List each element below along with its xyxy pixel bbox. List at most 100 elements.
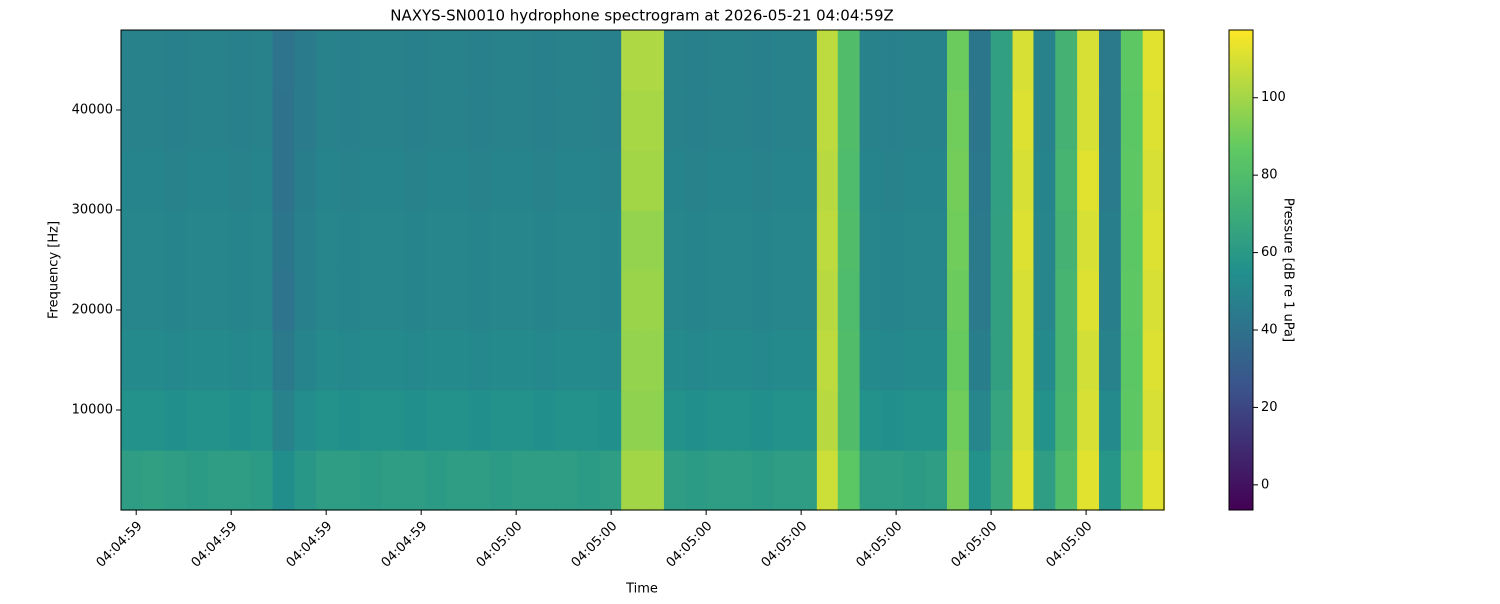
heatmap-cell xyxy=(316,270,339,331)
heatmap-cell xyxy=(1142,450,1166,511)
heatmap-cell xyxy=(207,270,231,331)
colorbar-tick-label: 60 xyxy=(1261,245,1278,260)
heatmap-cell xyxy=(381,270,405,331)
heatmap-cell xyxy=(511,150,535,211)
x-tick-label: 04:04:59 xyxy=(284,519,336,571)
heatmap-cell xyxy=(859,150,882,211)
heatmap-cell xyxy=(773,210,796,271)
heatmap-cell xyxy=(903,330,926,391)
heatmap-cell xyxy=(316,30,339,91)
heatmap-cell xyxy=(403,30,426,91)
heatmap-cell xyxy=(164,30,187,91)
heatmap-cell xyxy=(859,450,882,511)
heatmap-cell xyxy=(1098,30,1122,91)
heatmap-cell xyxy=(968,330,992,391)
heatmap-cell xyxy=(621,270,644,331)
heatmap-cell xyxy=(795,450,818,511)
colorbar-tick-label: 20 xyxy=(1261,400,1278,415)
heatmap-cell xyxy=(947,450,970,511)
heatmap-cell xyxy=(685,30,709,91)
heatmap-cell xyxy=(925,210,948,271)
heatmap-cell xyxy=(1142,330,1166,391)
heatmap-cell xyxy=(338,390,361,451)
heatmap-cell xyxy=(1120,450,1144,511)
heatmap-cell xyxy=(729,450,752,511)
heatmap-cell xyxy=(773,270,796,331)
heatmap-cell xyxy=(142,330,165,391)
heatmap-cell xyxy=(1120,150,1144,211)
heatmap-cell xyxy=(511,270,535,331)
heatmap-cell xyxy=(795,90,818,151)
heatmap-cell xyxy=(425,270,448,331)
heatmap-cell xyxy=(533,390,557,451)
heatmap-cell xyxy=(707,390,730,451)
heatmap-cell xyxy=(859,270,882,331)
heatmap-cell xyxy=(903,270,926,331)
heatmap-cell xyxy=(1142,390,1166,451)
heatmap-cell xyxy=(272,330,295,391)
heatmap-cell xyxy=(621,450,644,511)
heatmap-cell xyxy=(338,90,361,151)
heatmap-cell xyxy=(685,150,709,211)
heatmap-cell xyxy=(1033,150,1056,211)
heatmap-cell xyxy=(207,450,231,511)
heatmap-cell xyxy=(773,150,796,211)
heatmap-cell xyxy=(881,330,904,391)
heatmap-cell xyxy=(316,150,339,211)
heatmap-cell xyxy=(947,150,970,211)
heatmap-cell xyxy=(881,30,904,91)
heatmap-cell xyxy=(795,30,818,91)
heatmap-cell xyxy=(164,210,187,271)
heatmap-cell xyxy=(1012,390,1035,451)
heatmap-cell xyxy=(751,330,774,391)
heatmap-cell xyxy=(1033,210,1056,271)
heatmap-cell xyxy=(642,150,665,211)
heatmap-cell xyxy=(599,150,622,211)
heatmap-cell xyxy=(359,90,383,151)
heatmap-cell xyxy=(468,390,491,451)
heatmap-cell xyxy=(925,90,948,151)
heatmap-cell xyxy=(359,390,383,451)
heatmap-cell xyxy=(859,330,882,391)
heatmap-cell xyxy=(707,330,730,391)
heatmap-cell xyxy=(468,270,491,331)
heatmap-cell xyxy=(533,30,557,91)
heatmap-cell xyxy=(511,90,535,151)
heatmap-cell xyxy=(511,330,535,391)
heatmap-cell xyxy=(599,450,622,511)
heatmap-cell xyxy=(663,270,687,331)
heatmap-cell xyxy=(1012,30,1035,91)
x-tick-label: 04:04:59 xyxy=(94,519,146,571)
heatmap-cell xyxy=(294,450,317,511)
heatmap-cell xyxy=(903,150,926,211)
heatmap-cell xyxy=(555,330,578,391)
heatmap-cell xyxy=(795,150,818,211)
heatmap-cell xyxy=(925,390,948,451)
heatmap-cell xyxy=(663,210,687,271)
heatmap-cell xyxy=(229,450,253,511)
heatmap-cell xyxy=(925,450,948,511)
heatmap-cell xyxy=(555,450,578,511)
heatmap-cell xyxy=(403,150,426,211)
heatmap-cell xyxy=(142,270,165,331)
heatmap-cell xyxy=(468,150,491,211)
heatmap-cell xyxy=(338,30,361,91)
x-tick-label: 04:05:00 xyxy=(854,519,906,571)
heatmap-cell xyxy=(186,150,209,211)
heatmap-cell xyxy=(1055,150,1078,211)
heatmap-cell xyxy=(186,450,209,511)
heatmap-cell xyxy=(207,150,231,211)
heatmap-cell xyxy=(707,150,730,211)
heatmap-cell xyxy=(903,210,926,271)
heatmap-cell xyxy=(338,330,361,391)
heatmap-cell xyxy=(425,330,448,391)
heatmap-cell xyxy=(490,90,513,151)
heatmap-cell xyxy=(729,30,752,91)
heatmap-cell xyxy=(1077,90,1100,151)
heatmap-cell xyxy=(359,30,383,91)
heatmap-cell xyxy=(729,90,752,151)
heatmap-cell xyxy=(229,150,253,211)
heatmap-cell xyxy=(1120,90,1144,151)
heatmap-cell xyxy=(837,390,861,451)
heatmap-cell xyxy=(816,270,840,331)
